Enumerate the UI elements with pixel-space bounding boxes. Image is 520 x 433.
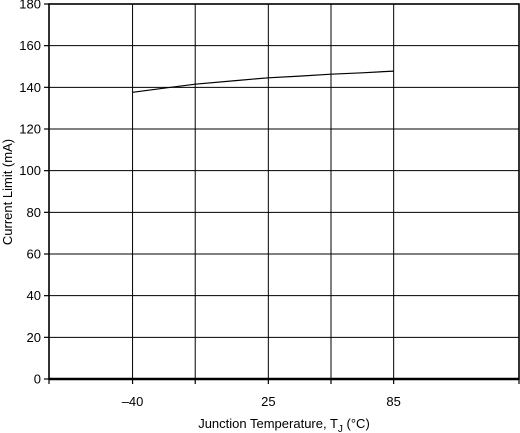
y-tick-label: 140 (19, 80, 41, 95)
current-limit-line (132, 70, 394, 93)
grid (49, 4, 519, 379)
plot-frame (44, 3, 520, 384)
y-tick-label: 80 (27, 205, 41, 220)
y-tick-label: 40 (27, 288, 41, 303)
y-tick-label: 180 (19, 0, 41, 12)
y-tick-label: 160 (19, 38, 41, 53)
x-tick-label: 85 (386, 394, 400, 409)
series-layer (132, 70, 394, 93)
y-axis-title: Current Limit (mA) (0, 139, 15, 245)
y-tick-label: 60 (27, 247, 41, 262)
x-tick-labels: –40 25 85 (122, 394, 401, 409)
y-tick-label: 100 (19, 163, 41, 178)
y-tick-label: 0 (34, 372, 41, 387)
x-axis-title-subscript: J (338, 424, 343, 433)
x-tick-label: 25 (261, 394, 275, 409)
y-tick-label: 20 (27, 330, 41, 345)
y-tick-label: 120 (19, 122, 41, 137)
y-tick-labels: 0 20 40 60 80 100 120 140 160 180 (19, 0, 41, 387)
x-axis-title-unit: (°C) (343, 416, 370, 431)
x-axis-title-main: Junction Temperature, T (198, 416, 338, 431)
x-axis-title: Junction Temperature, TJ (°C) (198, 416, 370, 433)
x-tick-label: –40 (122, 394, 144, 409)
plot-border (48, 3, 520, 380)
